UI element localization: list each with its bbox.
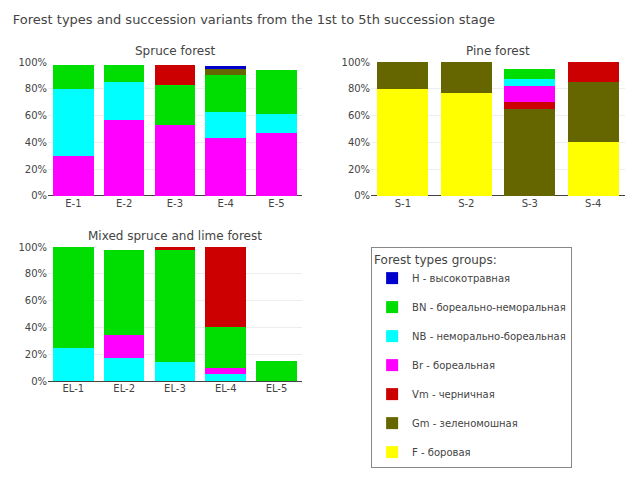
svg-text:80%: 80% <box>348 83 370 94</box>
svg-text:40%: 40% <box>25 137 47 148</box>
svg-text:60%: 60% <box>348 110 370 121</box>
svg-text:20%: 20% <box>25 164 47 175</box>
svg-text:40%: 40% <box>25 322 47 333</box>
svg-text:100%: 100% <box>342 57 371 68</box>
svg-text:0%: 0% <box>31 376 47 387</box>
svg-text:Forest types groups:: Forest types groups: <box>374 253 497 267</box>
svg-text:Vm - черничная: Vm - черничная <box>412 389 495 400</box>
svg-text:0%: 0% <box>354 190 370 201</box>
svg-text:0%: 0% <box>31 190 47 201</box>
svg-text:EL-4: EL-4 <box>215 383 237 394</box>
svg-text:Gm - зеленомошная: Gm - зеленомошная <box>412 418 518 429</box>
svg-text:20%: 20% <box>348 164 370 175</box>
svg-text:Mixed spruce and lime forest: Mixed spruce and lime forest <box>88 229 262 243</box>
svg-text:E-3: E-3 <box>167 198 183 209</box>
svg-text:EL-3: EL-3 <box>164 383 186 394</box>
svg-text:F - боровая: F - боровая <box>412 447 471 458</box>
svg-text:S-1: S-1 <box>395 198 411 209</box>
svg-text:E-4: E-4 <box>218 198 234 209</box>
svg-text:Pine forest: Pine forest <box>466 44 530 58</box>
svg-text:S-3: S-3 <box>522 198 538 209</box>
svg-text:60%: 60% <box>25 110 47 121</box>
svg-text:20%: 20% <box>25 349 47 360</box>
svg-text:H - высокотравная: H - высокотравная <box>412 273 510 284</box>
svg-text:40%: 40% <box>348 137 370 148</box>
svg-text:NB - неморально-бореальная: NB - неморально-бореальная <box>412 331 566 342</box>
svg-text:EL-5: EL-5 <box>266 383 288 394</box>
svg-text:Forest types and succession va: Forest types and succession variants fro… <box>13 12 495 27</box>
svg-text:EL-1: EL-1 <box>63 383 85 394</box>
svg-text:Spruce forest: Spruce forest <box>135 44 215 58</box>
svg-text:BN - бореально-неморальная: BN - бореально-неморальная <box>412 302 566 313</box>
svg-text:E-1: E-1 <box>65 198 81 209</box>
svg-text:80%: 80% <box>25 268 47 279</box>
svg-text:100%: 100% <box>18 57 47 68</box>
svg-text:100%: 100% <box>18 242 47 253</box>
svg-text:S-2: S-2 <box>458 198 474 209</box>
svg-text:Br - бореальная: Br - бореальная <box>412 360 495 371</box>
svg-text:S-4: S-4 <box>585 198 601 209</box>
svg-text:E-5: E-5 <box>268 198 284 209</box>
svg-text:EL-2: EL-2 <box>113 383 135 394</box>
svg-text:E-2: E-2 <box>116 198 132 209</box>
svg-text:80%: 80% <box>25 83 47 94</box>
svg-text:60%: 60% <box>25 295 47 306</box>
